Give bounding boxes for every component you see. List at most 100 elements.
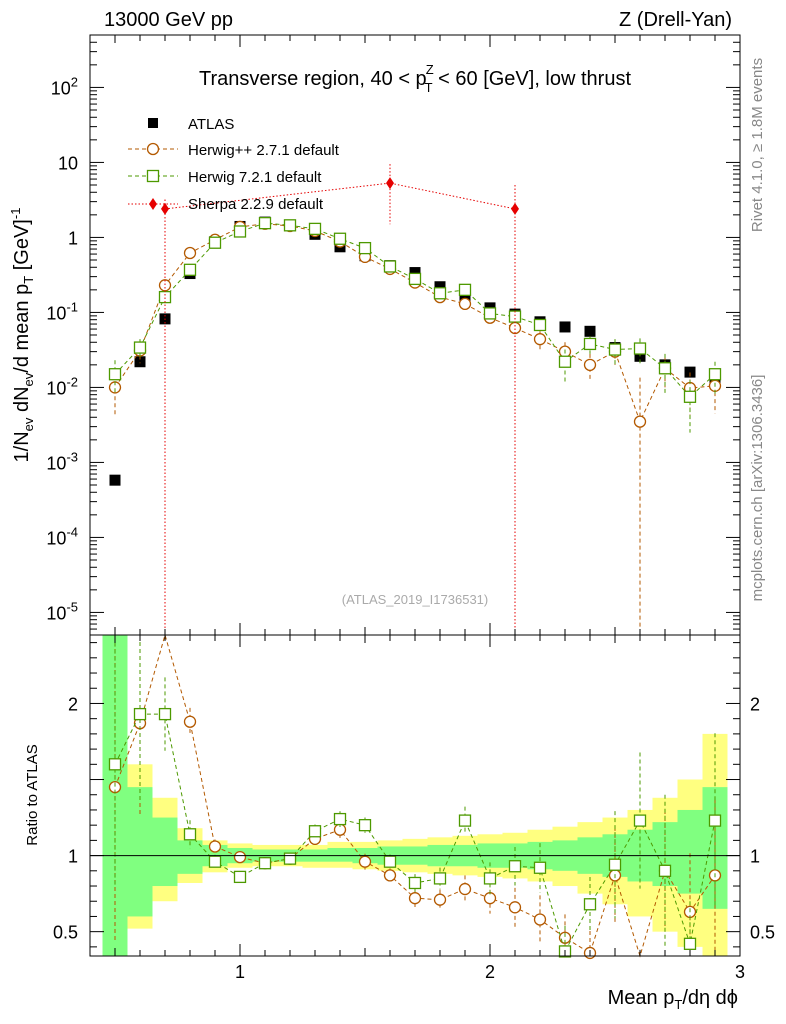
x-tick-label: 2 xyxy=(485,962,495,982)
ratio-tick-label-right: 1 xyxy=(750,847,760,867)
series-line xyxy=(114,223,716,423)
data-point xyxy=(633,415,647,428)
ratio-point xyxy=(183,828,197,841)
ratio-tick-label-right: 0.5 xyxy=(750,923,775,943)
ratio-point xyxy=(333,812,347,826)
band-inner-bin xyxy=(102,635,128,956)
data-point xyxy=(409,267,421,279)
legend-label-sherpa: Sherpa 2.2.9 default xyxy=(188,196,324,213)
ratio-point xyxy=(208,840,222,853)
series-line xyxy=(164,182,516,210)
data-point xyxy=(558,355,572,368)
legend: ATLAS Herwig++ 2.7.1 default Herwig 7.2.… xyxy=(128,116,340,213)
legend-marker-sherpa xyxy=(149,198,157,210)
header-right: Z (Drell-Yan) xyxy=(619,9,732,31)
data-point xyxy=(108,368,122,381)
ratio-point xyxy=(508,860,522,873)
data-point xyxy=(109,474,121,486)
ratio-point xyxy=(433,872,447,885)
ratio-tick-label-left: 0.5 xyxy=(53,923,78,943)
legend-item-herwig7: Herwig 7.2.1 default xyxy=(128,169,322,186)
data-point xyxy=(533,333,547,346)
band-inner-bin xyxy=(127,787,153,917)
legend-label-atlas: ATLAS xyxy=(188,116,234,133)
ratio-point xyxy=(433,893,447,906)
ratio-point xyxy=(208,855,222,868)
band-inner-bin xyxy=(327,847,353,862)
band-inner-bin xyxy=(677,809,703,894)
analysis-watermark: (ATLAS_2019_I1736531) xyxy=(342,592,488,607)
series-3 xyxy=(161,164,519,635)
data-point xyxy=(584,325,596,337)
y-tick-label: 1 xyxy=(68,228,78,248)
data-point xyxy=(683,390,697,403)
data-point xyxy=(383,260,397,273)
data-point xyxy=(511,202,519,215)
ratio-point xyxy=(308,825,322,838)
ratio-series xyxy=(108,633,722,960)
main-series xyxy=(108,164,722,635)
legend-marker-herwigpp xyxy=(146,142,160,156)
series-2 xyxy=(108,216,722,433)
y-tick-label: 10-1 xyxy=(46,299,78,323)
ratio-point xyxy=(608,858,622,871)
data-point xyxy=(308,222,322,236)
ratio-point xyxy=(658,864,672,877)
y-axis-label: 1/Nev dNev/d mean pT [GeV]-1 xyxy=(8,208,36,463)
ratio-point xyxy=(508,901,522,914)
data-point xyxy=(533,318,547,332)
ratio-point xyxy=(458,882,472,896)
data-point xyxy=(208,236,222,249)
band-inner-bin xyxy=(177,840,203,874)
ratio-point xyxy=(258,857,272,870)
series-0 xyxy=(109,216,721,486)
ratio-point xyxy=(133,707,147,721)
ratio-point xyxy=(358,819,372,832)
ratio-point xyxy=(708,814,722,827)
data-point xyxy=(708,368,722,381)
data-point xyxy=(258,216,272,230)
legend-item-atlas: ATLAS xyxy=(148,116,234,133)
ratio-y-axis-label: Ratio to ATLAS xyxy=(24,744,41,845)
ratio-point xyxy=(283,852,297,865)
data-point xyxy=(433,287,447,300)
data-point xyxy=(283,219,297,232)
ratio-point xyxy=(233,850,247,864)
ratio-point xyxy=(233,870,247,884)
legend-label-herwigpp: Herwig++ 2.7.1 default xyxy=(188,142,340,159)
ratio-point xyxy=(458,814,472,827)
data-point xyxy=(358,241,372,255)
data-point xyxy=(684,366,696,378)
data-point xyxy=(158,290,172,304)
ratio-tick-label-left: 1 xyxy=(68,847,78,867)
ratio-tick-label-left: 2 xyxy=(68,694,78,714)
chart-title: Transverse region, 40 < pZ T < 60 [GeV], … xyxy=(199,62,631,95)
data-point xyxy=(133,341,147,354)
legend-item-sherpa: Sherpa 2.2.9 default xyxy=(128,196,324,213)
data-point xyxy=(633,342,647,355)
x-tick-label: 3 xyxy=(735,962,745,982)
data-point xyxy=(458,297,472,311)
ratio-point xyxy=(583,898,597,911)
ratio-point xyxy=(633,814,647,827)
ratio-point xyxy=(158,707,172,721)
x-tick-label: 1 xyxy=(235,962,245,982)
data-point xyxy=(434,281,446,293)
series-line xyxy=(114,222,716,398)
ratio-point xyxy=(533,861,547,874)
rivet-version-label: Rivet 4.1.0, ≥ 1.8M events xyxy=(749,58,766,232)
data-point xyxy=(134,356,146,368)
ratio-point xyxy=(183,715,197,728)
data-point xyxy=(508,310,522,323)
legend-marker-atlas xyxy=(148,118,158,128)
ratio-point xyxy=(408,892,422,905)
data-point xyxy=(658,362,672,375)
data-point xyxy=(483,307,497,320)
header-left: 13000 GeV pp xyxy=(104,9,233,31)
ratio-point xyxy=(383,855,397,868)
data-point xyxy=(583,358,597,371)
data-point xyxy=(459,291,471,303)
y-tick-label: 10-3 xyxy=(46,449,78,473)
ratio-point xyxy=(533,913,547,926)
